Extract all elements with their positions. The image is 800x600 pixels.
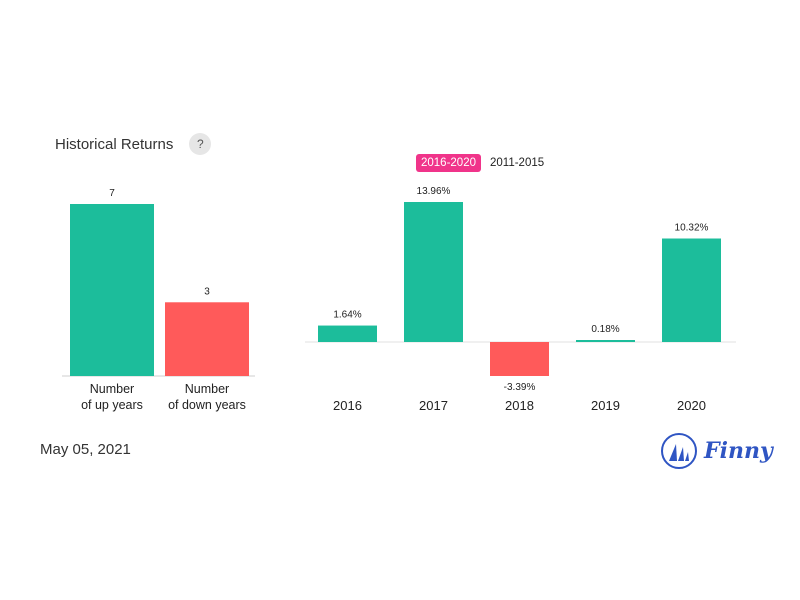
data-label: 10.32%: [675, 223, 709, 234]
bar: [318, 325, 377, 342]
category-label: Number: [185, 382, 229, 396]
data-label: 7: [109, 188, 115, 199]
x-tick-label: 2019: [591, 398, 620, 413]
x-tick-label: 2016: [333, 398, 362, 413]
data-label: 0.18%: [591, 324, 619, 335]
category-label: of down years: [168, 398, 246, 412]
finny-logo: Finny: [660, 432, 773, 470]
x-tick-label: 2018: [505, 398, 534, 413]
category-label: of up years: [81, 398, 143, 412]
x-tick-label: 2017: [419, 398, 448, 413]
bar: [490, 342, 549, 376]
finny-logo-text: Finny: [704, 438, 773, 464]
bar: [662, 238, 721, 342]
tab-2011-2015[interactable]: 2011-2015: [490, 157, 545, 169]
help-button[interactable]: ?: [189, 133, 212, 155]
x-tick-label: 2020: [677, 398, 706, 413]
bar: [165, 302, 249, 376]
category-label: Number: [90, 382, 134, 396]
data-label: -3.39%: [504, 382, 536, 393]
page-title: Historical Returns: [55, 135, 174, 153]
bar: [404, 202, 463, 342]
period-tabs: 2016-2020 2011-2015: [416, 154, 549, 172]
data-label: 13.96%: [417, 186, 451, 197]
bar: [70, 204, 154, 376]
bar: [576, 340, 635, 342]
tab-2016-2020[interactable]: 2016-2020: [416, 154, 481, 172]
as-of-date: May 05, 2021: [40, 441, 131, 458]
chart-header: Historical Returns ?: [55, 133, 212, 155]
finny-logo-icon: [661, 433, 697, 469]
data-label: 3: [204, 286, 210, 297]
data-label: 1.64%: [333, 310, 361, 321]
